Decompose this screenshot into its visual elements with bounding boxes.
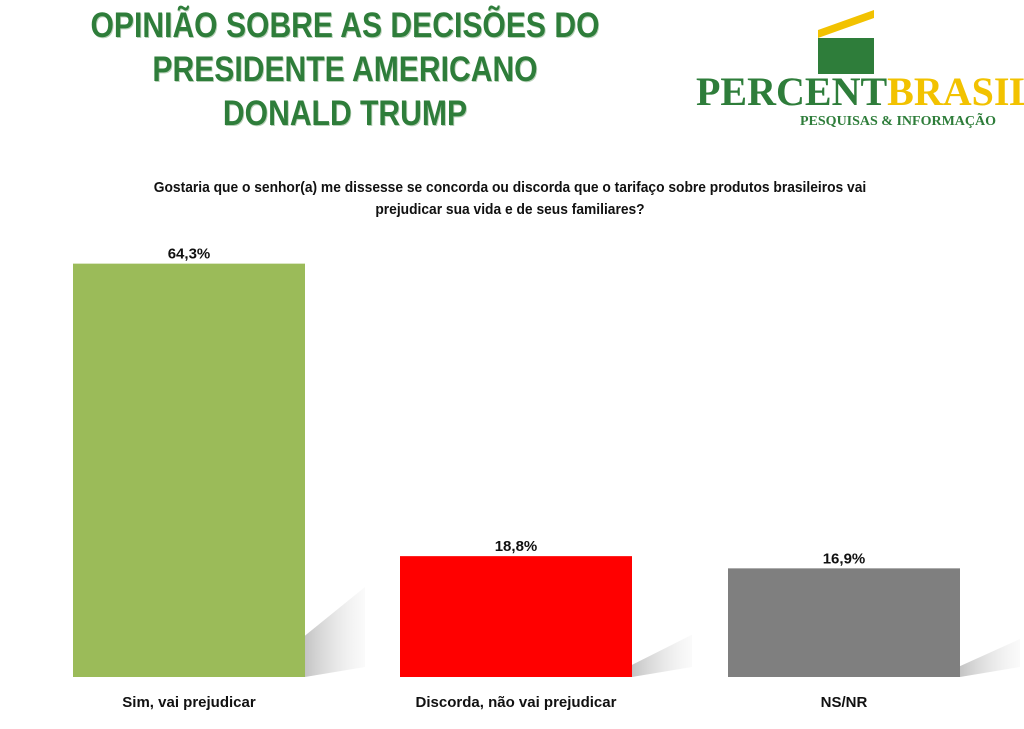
logo-wordmark: PERCENTBRASIL — [696, 70, 1024, 114]
bar-shadow — [305, 587, 365, 677]
title-line-1: OPINIÃO SOBRE AS DECISÕES DO — [90, 6, 600, 45]
title-line-3: DONALD TRUMP — [222, 94, 468, 133]
chart-question: Gostaria que o senhor(a) me dissesse se … — [153, 179, 867, 218]
logo-subtitle: PESQUISAS & INFORMAÇÃO — [800, 114, 997, 129]
category-label: NS/NR — [821, 694, 868, 711]
category-label: Sim, vai prejudicar — [122, 694, 256, 711]
logo-word-brasil: BRASIL — [887, 69, 1024, 114]
bar-value-label: 18,8% — [495, 538, 538, 555]
page-title: OPINIÃO SOBRE AS DECISÕES DO PRESIDENTE … — [66, 4, 625, 136]
bar-1 — [73, 263, 305, 677]
flag-emblem-icon — [818, 10, 874, 74]
bar-3 — [728, 568, 960, 677]
bar-2 — [400, 556, 632, 677]
title-line-2: PRESIDENTE AMERICANO — [152, 50, 538, 89]
logo-word-percent: PERCENT — [696, 69, 888, 114]
percentbrasil-logo: PERCENTBRASIL PESQUISAS & INFORMAÇÃO — [690, 8, 1024, 133]
bar-shadow — [960, 638, 1020, 677]
category-label: Discorda, não vai prejudicar — [416, 694, 617, 711]
bar-shadow — [632, 634, 692, 677]
bar-value-label: 64,3% — [168, 246, 211, 263]
bar-value-label: 16,9% — [823, 550, 866, 567]
